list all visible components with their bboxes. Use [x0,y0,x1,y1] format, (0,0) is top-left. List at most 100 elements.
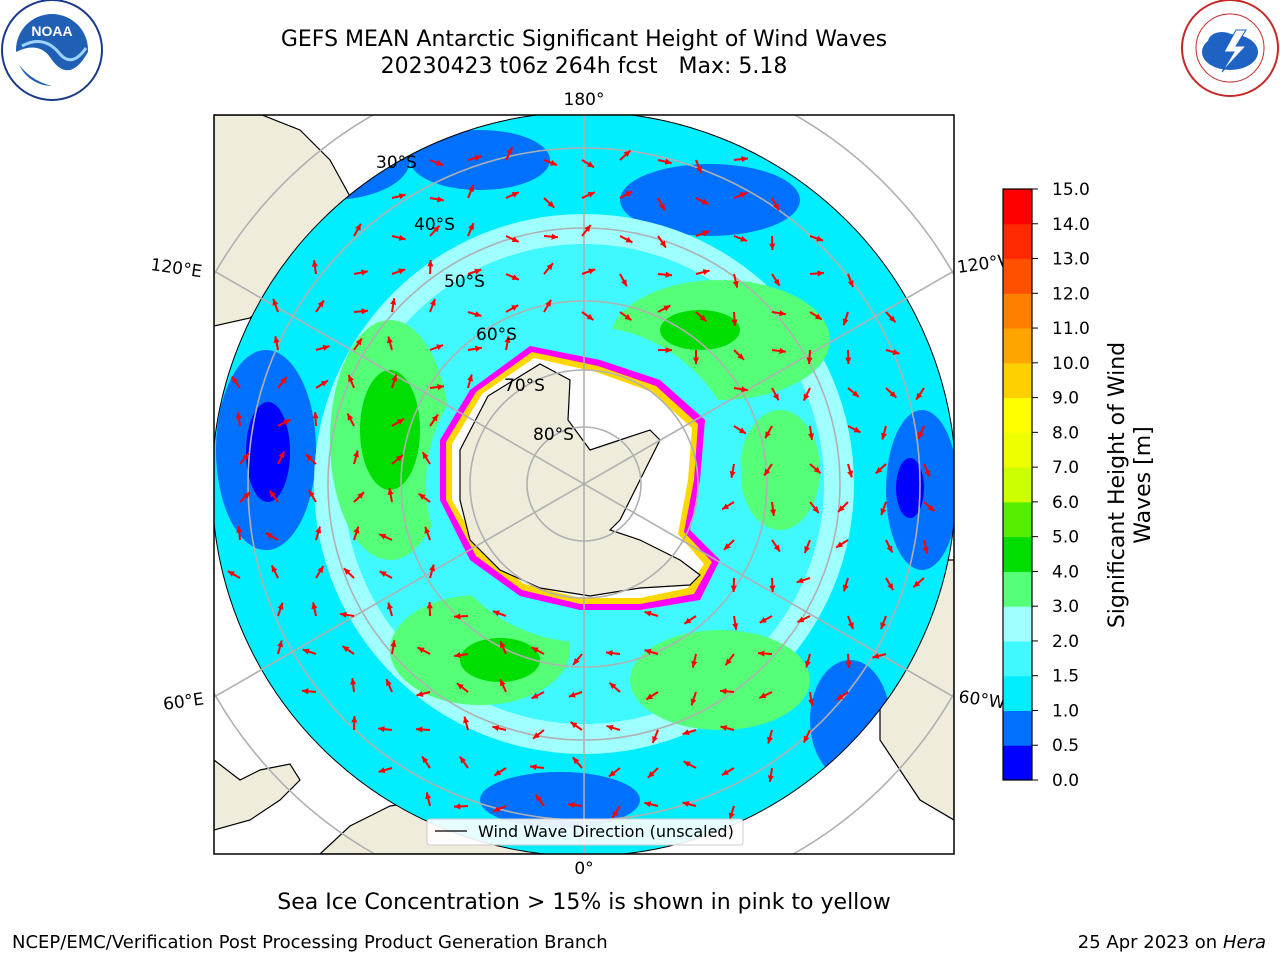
wind-arrow-head [432,225,440,233]
wind-arrow-head [504,336,511,344]
wind-arrow-head [353,450,359,458]
wind-arrow-head [797,616,805,623]
legend-label: Wind Wave Direction (unscaled) [478,822,734,841]
wind-arrow-head [422,756,429,764]
wind-arrow-head [738,427,746,434]
wind-arrow-head [625,191,633,198]
wind-arrow-head [506,147,513,155]
colorbar-tick-label: 9.0 [1052,389,1079,409]
colorbar-tick-label: 15.0 [1052,180,1090,200]
wind-arrow-head [348,375,354,383]
wind-arrow-head [892,349,900,355]
wind-arrow-head [492,610,500,617]
wind-arrow-head [836,541,844,548]
wind-arrow-head [804,546,810,554]
wind-arrow-head [769,509,777,516]
wind-arrow-head [378,726,385,733]
wind-arrow-head [436,344,444,351]
wind-arrow-head [463,716,469,724]
wind-arrow-head [235,412,242,419]
wind-arrow-head [500,641,506,649]
wind-arrow-head [468,185,474,193]
wind-arrow-head [665,271,672,278]
wind-arrow-head [584,224,591,232]
wind-arrow-head [606,650,613,657]
wind-arrow-head [845,661,852,668]
colorbar-tick-label: 10.0 [1052,354,1090,374]
lat-label-80: 80°S [533,425,574,445]
wind-arrow-head [880,508,887,516]
wind-arrow-head [242,453,249,461]
wind-arrow-head [573,658,580,665]
wind-arrow-head [387,336,393,344]
wind-arrow-head [623,150,631,158]
wind-arrow-head [397,418,405,425]
map-frame [213,114,955,855]
wind-arrow-head [586,313,594,321]
wind-arrow-head [769,585,776,592]
wind-arrow-head [759,617,767,623]
lat-label-40: 40°S [414,215,455,235]
colorbar-tick-label: 7.0 [1052,458,1079,478]
wind-arrow-head [531,692,539,699]
wind-arrow-head [773,203,779,211]
wind-arrow-head [474,268,482,275]
footer-date: 25 Apr 2023 on Hera [1078,932,1266,953]
colorbar-segment [1003,467,1032,503]
wind-arrow-head [360,269,368,276]
wind-arrow-head [511,305,519,311]
colorbar-segment [1003,189,1032,225]
wind-arrow-head [847,622,854,630]
wind-arrow-head [551,233,558,240]
wind-arrow-head [568,691,576,698]
colorbar-tick-label: 13.0 [1052,250,1090,270]
colorbar-tick-label: 12.0 [1052,284,1090,304]
wind-arrow-head [816,235,824,242]
wind-arrow-head [546,263,554,271]
wind-arrow-head [663,305,671,312]
wind-arrow-head [416,690,424,697]
wind-arrow-head [231,376,238,384]
colorbar-tick-label: 14.0 [1052,215,1090,235]
wind-arrow-head [682,729,690,736]
wind-arrow-head [511,192,519,198]
wind-arrow-head [836,693,844,701]
wind-arrow-head [587,192,595,198]
colorbar-tick-label: 11.0 [1052,319,1090,339]
colorbar-tick-label: 2.0 [1052,632,1079,652]
wind-arrow-head [378,767,386,774]
wind-arrow-head [342,646,350,653]
wind-arrow-head [390,298,397,305]
colorbar-segment [1003,397,1032,433]
wind-arrow-head [779,347,786,354]
wind-arrow-head [737,353,745,360]
wind-arrow-head [398,234,406,241]
wind-arrow-head [612,810,619,818]
wind-arrow-head [813,466,821,474]
wind-arrow-head [416,726,423,733]
wind-arrow-head [764,468,771,476]
wind-arrow-head [881,432,887,440]
wind-arrow-head [767,736,773,744]
lat-label-30: 30°S [376,153,417,173]
wind-arrow-head [390,640,397,647]
wind-arrow-head [587,161,594,168]
wind-arrow-head [475,345,482,352]
wind-arrow-head [474,311,482,318]
lat-label-50: 50°S [444,272,485,292]
wind-arrow-head [271,565,278,573]
wind-arrow-head [454,652,461,659]
wind-arrow-head [691,660,698,668]
wind-arrow-head [277,602,284,610]
wind-arrow-head [624,314,632,321]
wind-arrow-head [806,357,813,364]
wind-arrow-head [721,769,729,776]
wind-arrow-head [355,223,361,231]
wind-arrow-head [426,602,433,609]
wind-arrow-head [765,431,771,439]
wind-arrow-head [758,650,765,657]
colorbar-segment [1003,328,1032,364]
wind-arrow-head [379,533,387,540]
wind-arrow-head [922,546,929,554]
